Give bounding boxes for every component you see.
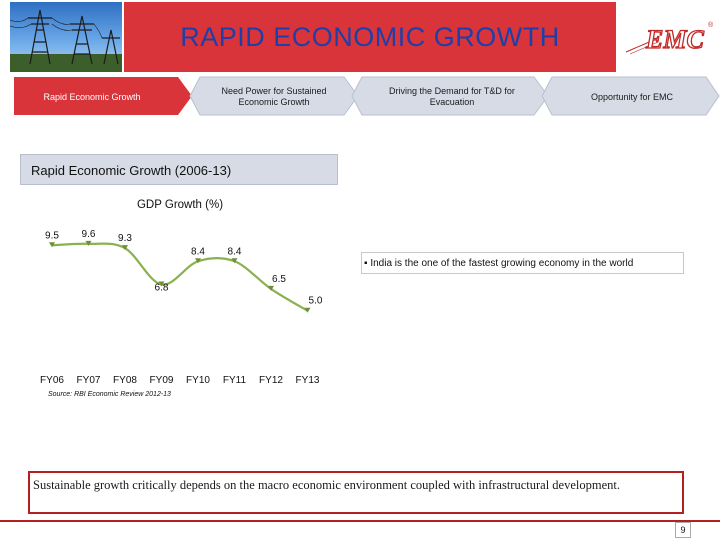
x-tick-label: FY12 (259, 375, 283, 386)
bullet-point: ▪ India is the one of the fastest growin… (364, 258, 633, 269)
data-point-marker (158, 281, 165, 287)
step-arrow-4 (541, 76, 720, 116)
step-arrow-2 (189, 76, 359, 116)
x-tick-label: FY13 (296, 375, 320, 386)
x-tick-label: FY09 (150, 375, 174, 386)
source-note: Source: RBI Economic Review 2012-13 (48, 391, 171, 398)
data-point-marker (49, 242, 55, 248)
transmission-tower-icon (10, 9, 122, 72)
bullet-box (361, 252, 684, 274)
data-point-marker (231, 258, 238, 264)
gdp-growth-chart: GDP Growth (%) 9.5 FY06 9.6 FY07 9.3 FY08 6.8 F… (40, 199, 323, 398)
step-arrow-3 (351, 76, 549, 116)
bullet-text: India is the one of the fastest growing … (370, 258, 634, 269)
data-label: 9.3 (118, 233, 132, 244)
section-title: Rapid Economic Growth (2006-13) (31, 163, 232, 178)
data-label: 9.6 (82, 229, 96, 240)
page-number: 9 (675, 522, 691, 538)
x-tick-label: FY08 (113, 375, 137, 386)
data-label: 6.5 (272, 274, 286, 285)
step-label-1: Rapid Economic Growth (43, 92, 141, 102)
header-photo (10, 2, 122, 72)
footer-note: Sustainable growth critically depends on… (33, 478, 620, 492)
data-label: 5.0 (309, 296, 323, 307)
data-point-marker (85, 240, 92, 246)
process-steps (14, 76, 720, 116)
data-label: 9.5 (45, 230, 59, 241)
logo-text: EMC (645, 25, 704, 54)
bullet-marker: ▪ (364, 258, 368, 269)
data-point-marker (268, 285, 274, 291)
x-tick-label: FY10 (186, 375, 210, 386)
page-title: RAPID ECONOMIC GROWTH (180, 22, 560, 52)
bottom-rule (0, 520, 720, 522)
step-label-3: Driving the Demand for T&D for Evacuatio… (389, 86, 515, 107)
x-tick-label: FY06 (40, 375, 64, 386)
step-label-4: Opportunity for EMC (590, 92, 674, 102)
gdp-series-line (51, 242, 309, 312)
data-label: 8.4 (191, 246, 205, 257)
x-tick-label: FY11 (223, 375, 247, 386)
step-label-2: Need Power for Sustained Economic Growth (221, 86, 327, 107)
registered-mark: ® (708, 21, 714, 29)
x-tick-label: FY07 (77, 375, 101, 386)
chart-title: GDP Growth (%) (137, 199, 223, 211)
step-arrow-1 (14, 77, 192, 115)
data-point-marker (304, 307, 311, 313)
data-label: 6.8 (155, 283, 169, 294)
data-label: 8.4 (228, 246, 242, 257)
data-point-marker (122, 245, 128, 251)
data-point-marker (195, 258, 201, 264)
emc-logo: EMC ® (625, 21, 714, 55)
footer-note-box (28, 471, 684, 514)
section-title-bar (20, 154, 338, 185)
title-band (124, 2, 616, 72)
